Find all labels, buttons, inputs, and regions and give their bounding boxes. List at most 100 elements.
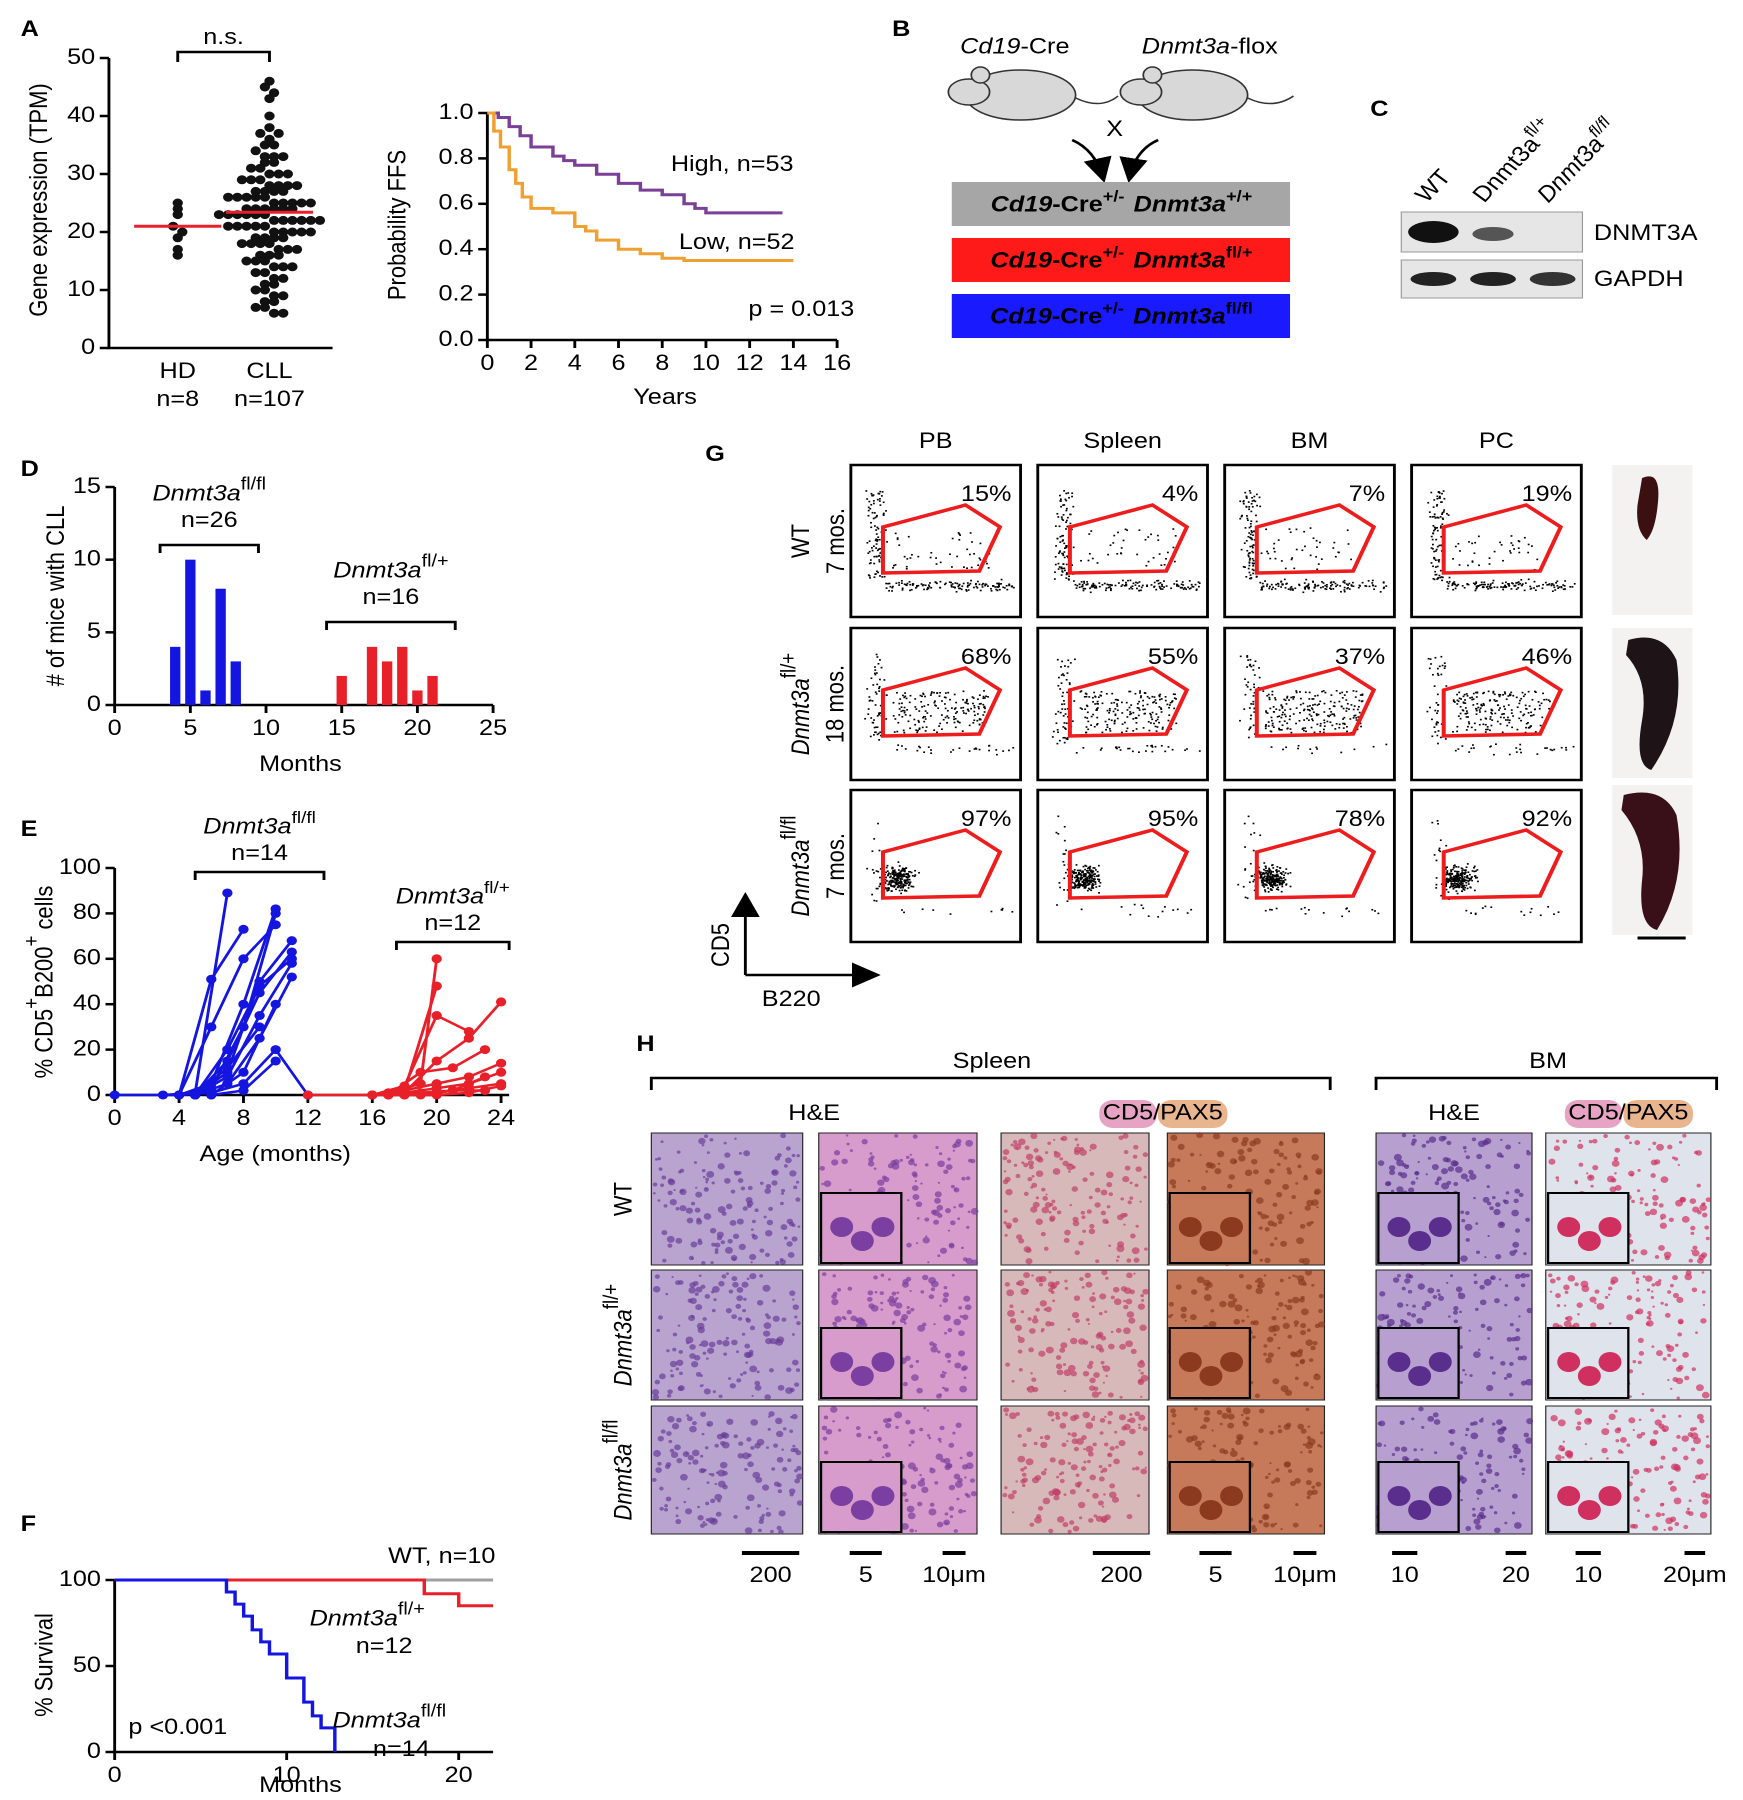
cell [662, 1258, 667, 1263]
text-part: WT [788, 524, 816, 558]
flow-event [1345, 583, 1348, 585]
flow-event [1476, 703, 1479, 705]
flow-event [1527, 543, 1530, 546]
flow-event [947, 691, 950, 694]
cell [1071, 1311, 1080, 1319]
cell [1698, 1254, 1706, 1261]
flow-event [874, 691, 877, 693]
flow-event [1493, 550, 1496, 553]
cell [1033, 1315, 1038, 1319]
flow-event [1361, 581, 1364, 584]
flow-event [1054, 563, 1057, 566]
flow-event [1345, 691, 1348, 693]
flow-event [1248, 526, 1251, 529]
y-tick-label: 100 [59, 1567, 101, 1591]
flow-event [1273, 874, 1275, 877]
flow-event [1075, 864, 1078, 866]
flow-event [1101, 583, 1104, 586]
flow-event [930, 752, 933, 754]
flow-event [923, 588, 925, 591]
flow-event [1247, 567, 1250, 570]
flow-event [1133, 903, 1136, 906]
cell [1096, 1331, 1104, 1338]
flow-event [1303, 582, 1306, 584]
flow-event [1281, 724, 1284, 727]
flow-event [910, 885, 913, 888]
flow-event [994, 586, 997, 588]
cell [1473, 1196, 1476, 1200]
cell [1440, 1168, 1448, 1175]
flow-event [1239, 500, 1242, 503]
flow-event [924, 718, 927, 720]
cell [745, 1352, 752, 1359]
cell [1592, 1138, 1598, 1144]
cell [1205, 1170, 1209, 1173]
flow-event [1513, 548, 1516, 550]
flow-event [893, 731, 896, 733]
flow-event [1284, 872, 1287, 874]
flow-event [1432, 529, 1435, 532]
flow-event [1160, 711, 1163, 713]
flow-event [1084, 879, 1087, 882]
flow-event [1153, 696, 1156, 698]
flow-event [973, 706, 976, 709]
cell [1237, 1149, 1245, 1156]
flow-event [935, 563, 938, 565]
flow-event [1563, 585, 1566, 587]
flow-event [1446, 873, 1449, 875]
flow-event [1142, 708, 1145, 711]
flow-event [1264, 865, 1267, 868]
flow-event [1267, 552, 1270, 555]
flow-event [1261, 881, 1263, 884]
flow-event [900, 870, 902, 872]
flow-event [1339, 692, 1341, 695]
text-part: +/+ [1226, 187, 1252, 205]
flow-event [983, 706, 985, 709]
cell [1067, 1328, 1071, 1331]
flow-event [1547, 906, 1550, 908]
cell [728, 1289, 734, 1294]
mouse-point [206, 974, 217, 984]
y-tick-label: 0.6 [439, 191, 474, 215]
flow-event [1499, 716, 1502, 719]
flow-event [1458, 564, 1461, 566]
cell [1460, 1210, 1465, 1214]
x-tick-label: 5 [183, 716, 197, 740]
flow-event [1085, 704, 1088, 707]
flow-event [907, 720, 910, 723]
flow-event [1528, 705, 1531, 707]
cell [1078, 1240, 1084, 1246]
flow-event [1342, 722, 1345, 725]
cell [1272, 1222, 1278, 1227]
flow-event [1433, 578, 1436, 581]
text-part: Dnmt3a [333, 1709, 421, 1733]
cell [791, 1153, 796, 1158]
flow-event [1471, 561, 1474, 563]
cell [771, 1180, 778, 1186]
flow-event [1152, 701, 1154, 704]
y-tick-label: 0 [87, 692, 101, 716]
flow-event [876, 887, 879, 890]
flow-event [1283, 874, 1286, 877]
flow-event [902, 729, 905, 732]
series-note: n=16 [363, 585, 420, 609]
cell [1316, 1170, 1322, 1175]
flow-event [1434, 517, 1437, 519]
cell [1064, 1279, 1068, 1283]
flow-event [1430, 562, 1433, 564]
flow-event [899, 875, 901, 878]
flow-event [1550, 584, 1553, 587]
flow-event [1461, 884, 1464, 887]
flow-event [1190, 908, 1193, 911]
text-part: fl/fl [778, 816, 801, 840]
flow-event [1083, 875, 1085, 878]
flow-event [1128, 706, 1131, 709]
flow-event [899, 878, 902, 881]
cell [1523, 1252, 1527, 1256]
flow-event [1264, 890, 1267, 893]
cell [694, 1292, 699, 1296]
flow-event [1330, 711, 1333, 713]
flow-event [1157, 916, 1160, 918]
flow-event [949, 553, 951, 556]
flow-event [897, 882, 899, 885]
